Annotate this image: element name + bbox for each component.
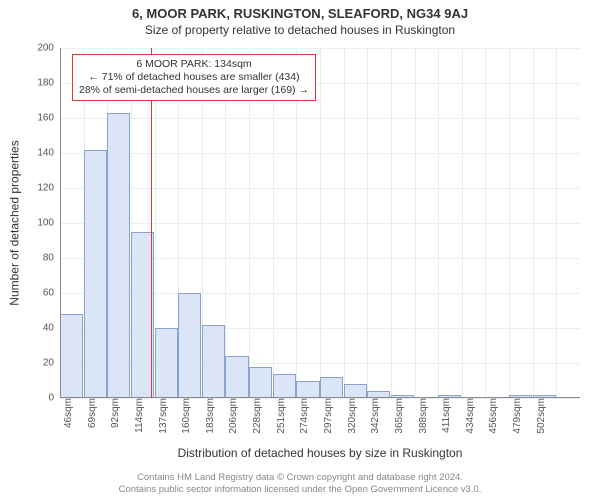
annotation-line: ← 71% of detached houses are smaller (43… bbox=[79, 71, 309, 84]
histogram-bar bbox=[178, 293, 201, 398]
histogram-bar bbox=[320, 377, 343, 398]
y-tick-label: 80 bbox=[43, 253, 60, 264]
plot-area: 6 MOOR PARK: 134sqm ← 71% of detached ho… bbox=[60, 48, 580, 398]
y-tick-label: 160 bbox=[37, 113, 60, 124]
x-tick-label: 46sqm bbox=[61, 398, 74, 428]
annotation-box: 6 MOOR PARK: 134sqm ← 71% of detached ho… bbox=[72, 54, 316, 101]
x-tick-label: 228sqm bbox=[250, 398, 263, 434]
annotation-line: 28% of semi-detached houses are larger (… bbox=[79, 84, 309, 97]
x-axis-label: Distribution of detached houses by size … bbox=[60, 446, 580, 460]
y-tick-label: 140 bbox=[37, 148, 60, 159]
histogram-bar bbox=[225, 356, 248, 398]
x-tick-label: 342sqm bbox=[368, 398, 381, 434]
x-tick-label: 114sqm bbox=[132, 398, 145, 433]
x-tick-label: 411sqm bbox=[439, 398, 452, 433]
x-tick-label: 320sqm bbox=[345, 398, 358, 434]
y-tick-label: 100 bbox=[37, 218, 60, 229]
histogram-bar bbox=[249, 367, 272, 399]
footer-attribution: Contains HM Land Registry data © Crown c… bbox=[0, 472, 600, 496]
x-tick-label: 92sqm bbox=[108, 398, 121, 428]
x-tick-label: 183sqm bbox=[203, 398, 216, 434]
y-tick-label: 120 bbox=[37, 183, 60, 194]
x-tick-label: 251sqm bbox=[274, 398, 287, 434]
annotation-line: 6 MOOR PARK: 134sqm bbox=[79, 58, 309, 71]
y-tick-label: 20 bbox=[43, 358, 60, 369]
histogram-bar bbox=[296, 381, 319, 399]
y-tick-label: 40 bbox=[43, 323, 60, 334]
x-tick-label: 434sqm bbox=[463, 398, 476, 434]
x-tick-label: 502sqm bbox=[534, 398, 547, 434]
histogram-bar bbox=[273, 374, 296, 399]
histogram-bar bbox=[344, 384, 367, 398]
x-tick-label: 274sqm bbox=[297, 398, 310, 434]
x-tick-label: 479sqm bbox=[510, 398, 523, 434]
y-tick-label: 60 bbox=[43, 288, 60, 299]
x-tick-label: 137sqm bbox=[156, 398, 169, 434]
x-tick-label: 297sqm bbox=[321, 398, 334, 434]
x-tick-label: 206sqm bbox=[226, 398, 239, 434]
page-title: 6, MOOR PARK, RUSKINGTON, SLEAFORD, NG34… bbox=[0, 0, 600, 21]
histogram-bar bbox=[155, 328, 178, 398]
histogram-bar bbox=[60, 314, 83, 398]
x-tick-label: 456sqm bbox=[486, 398, 499, 434]
y-axis-label: Number of detached properties bbox=[8, 48, 22, 398]
x-tick-label: 365sqm bbox=[392, 398, 405, 434]
y-axis-line bbox=[60, 48, 61, 398]
chart-subtitle: Size of property relative to detached ho… bbox=[0, 21, 600, 41]
y-tick-label: 0 bbox=[48, 393, 60, 404]
histogram-bar bbox=[202, 325, 225, 399]
histogram-bar bbox=[107, 113, 130, 398]
y-tick-label: 200 bbox=[37, 43, 60, 54]
x-tick-label: 69sqm bbox=[85, 398, 98, 428]
histogram-bar bbox=[84, 150, 107, 399]
x-tick-label: 160sqm bbox=[179, 398, 192, 434]
x-tick-label: 388sqm bbox=[416, 398, 429, 434]
y-tick-label: 180 bbox=[37, 78, 60, 89]
